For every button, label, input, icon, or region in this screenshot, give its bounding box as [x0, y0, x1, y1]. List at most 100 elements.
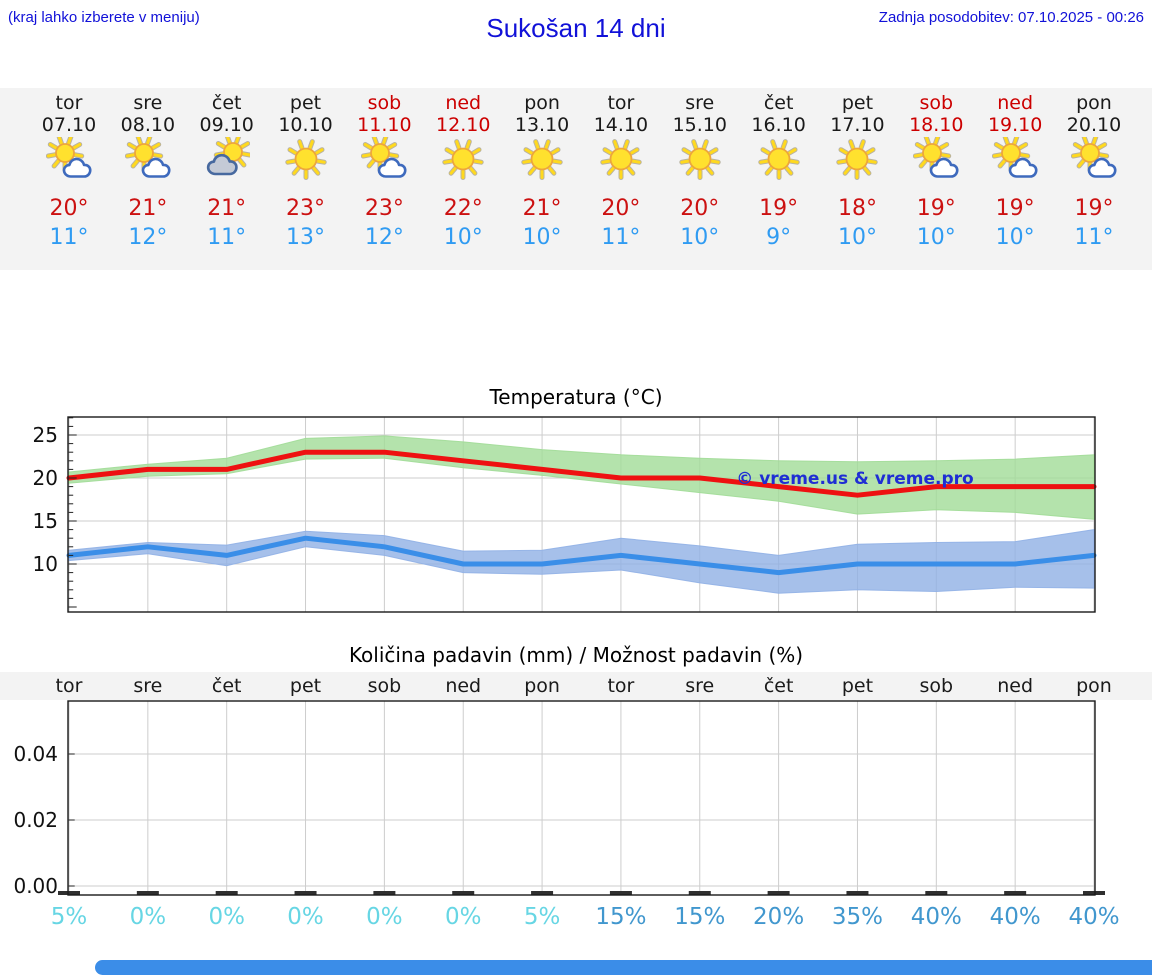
low-temp: 12° [364, 225, 404, 250]
day-date: 10.10 [278, 114, 333, 136]
precip-day-label: pet [289, 675, 322, 697]
last-update: Zadnja posodobitev: 07.10.2025 - 00:26 [878, 9, 1144, 26]
precip-bar [925, 891, 948, 895]
precip-percent-label: 40% [1068, 904, 1120, 930]
weather-icon-wrap [738, 137, 820, 183]
precip-bar [1083, 891, 1105, 895]
day-date: 18.10 [909, 114, 964, 136]
horizontal-scrollbar-thumb[interactable] [95, 960, 1152, 975]
precip-percent-label: 0% [366, 904, 403, 930]
page-title: Sukošan 14 dni [486, 13, 666, 43]
min-temperature-line [66, 535, 1097, 576]
high-temp: 20° [601, 196, 641, 221]
forecast-day-cell: sre 15.10 20° 10° [659, 88, 741, 270]
low-temp: 10° [916, 225, 956, 250]
forecast-day-cell: pet 10.10 23° 13° [265, 88, 347, 270]
precip-bar [767, 891, 790, 895]
day-name: sre [133, 92, 163, 114]
forecast-day-cell: sre 08.10 21° 12° [107, 88, 189, 270]
sun-cloud-icon [46, 137, 92, 178]
day-date: 11.10 [357, 114, 412, 136]
day-date: 20.10 [1066, 114, 1122, 136]
forecast-day-cell: čet 09.10 21° 11° [186, 88, 268, 270]
high-temp: 19° [995, 196, 1035, 221]
forecast-day-cell: pon 20.10 19° 11° [1053, 88, 1135, 270]
precip-day-label: pet [841, 675, 874, 697]
weather-icon-wrap [816, 137, 898, 183]
day-name: sob [367, 92, 402, 114]
precip-bar [215, 891, 238, 895]
precipitation-percent-row: 5% 0% 0% 0% 0% 0% 5% 15% 15% 20% 35% 40% 40% 40% [0, 901, 1152, 933]
day-name: ned [997, 92, 1034, 114]
precip-day-label: ned [997, 675, 1034, 697]
high-temp: 23° [364, 196, 404, 221]
precip-bar [58, 891, 80, 895]
day-name: pon [1076, 92, 1112, 114]
precip-day-label: pon [524, 675, 560, 697]
precip-bar [609, 891, 632, 895]
low-temp: 10° [522, 225, 562, 250]
day-date: 17.10 [830, 114, 885, 136]
low-temp: 9° [766, 225, 792, 250]
temp-axis-label: 25 [33, 423, 58, 447]
watermark-link[interactable]: © vreme.us & vreme.pro [736, 469, 973, 489]
high-temp: 19° [1074, 196, 1114, 221]
precip-percent-label: 0% [129, 904, 167, 930]
precip-day-label: sre [685, 675, 715, 697]
precip-day-label: čet [211, 675, 242, 697]
precip-day-label: tor [55, 675, 83, 697]
precip-day-label: pon [1076, 675, 1112, 697]
day-date: 07.10 [41, 114, 97, 136]
forecast-day-cell: ned 19.10 19° 10° [974, 88, 1056, 270]
day-date: 16.10 [751, 114, 806, 136]
sun-icon [679, 139, 721, 180]
forecast-strip: tor 07.10 20° 11° sre 08.10 21° 12° čet 09.10 21° 1… [0, 88, 1152, 270]
high-temp: 22° [443, 196, 483, 221]
precip-day-label: tor [607, 675, 635, 697]
weather-icon-wrap [974, 137, 1056, 183]
weather-icon-wrap [107, 137, 189, 183]
day-name: ned [445, 92, 482, 114]
sun-icon [521, 139, 563, 180]
forecast-day-cell: sob 11.10 23° 12° [343, 88, 425, 270]
day-date: 12.10 [436, 114, 491, 136]
weather-icon-wrap [501, 137, 583, 183]
forecast-day-cell: tor 07.10 20° 11° [28, 88, 110, 270]
precipitation-chart: 0.00 0.02 0.04 [13, 700, 1105, 898]
precip-axis-label: 0.02 [13, 808, 58, 832]
high-temp: 20° [49, 196, 89, 221]
day-name: čet [763, 92, 794, 114]
forecast-day-cell: pon 13.10 21° 10° [501, 88, 583, 270]
day-date: 15.10 [672, 114, 727, 136]
precip-percent-label: 35% [831, 904, 884, 930]
sun-icon [442, 139, 484, 180]
temperature-chart: 10 15 20 25 © vreme.us & vreme.pro [33, 416, 1097, 613]
precip-day-label: ned [445, 675, 482, 697]
precip-bar [846, 891, 869, 895]
sun-cloud-icon [913, 137, 959, 178]
max-temperature-band [68, 435, 1095, 520]
precip-bar [373, 891, 396, 895]
max-temperature-line [66, 449, 1097, 498]
sun-cloud-icon [992, 137, 1038, 178]
precip-bar [452, 891, 475, 895]
precip-day-label: sob [367, 675, 402, 697]
precip-bar [1004, 891, 1027, 895]
precip-percent-label: 5% [523, 904, 561, 930]
precip-axis-label: 0.04 [13, 742, 58, 766]
high-temp: 21° [128, 196, 168, 221]
low-temp: 10° [443, 225, 483, 250]
day-name: čet [211, 92, 242, 114]
low-temp: 10° [837, 225, 877, 250]
temp-axis-label: 10 [33, 552, 58, 576]
sun-cloud-icon [1071, 137, 1117, 178]
cloud-sun-icon [206, 137, 250, 176]
sun-icon [836, 139, 879, 180]
weather-icon-wrap [1053, 137, 1135, 183]
low-temp: 12° [128, 225, 168, 250]
day-name: pon [524, 92, 560, 114]
high-temp: 19° [759, 196, 799, 221]
day-name: tor [607, 92, 635, 114]
day-name: sre [685, 92, 715, 114]
